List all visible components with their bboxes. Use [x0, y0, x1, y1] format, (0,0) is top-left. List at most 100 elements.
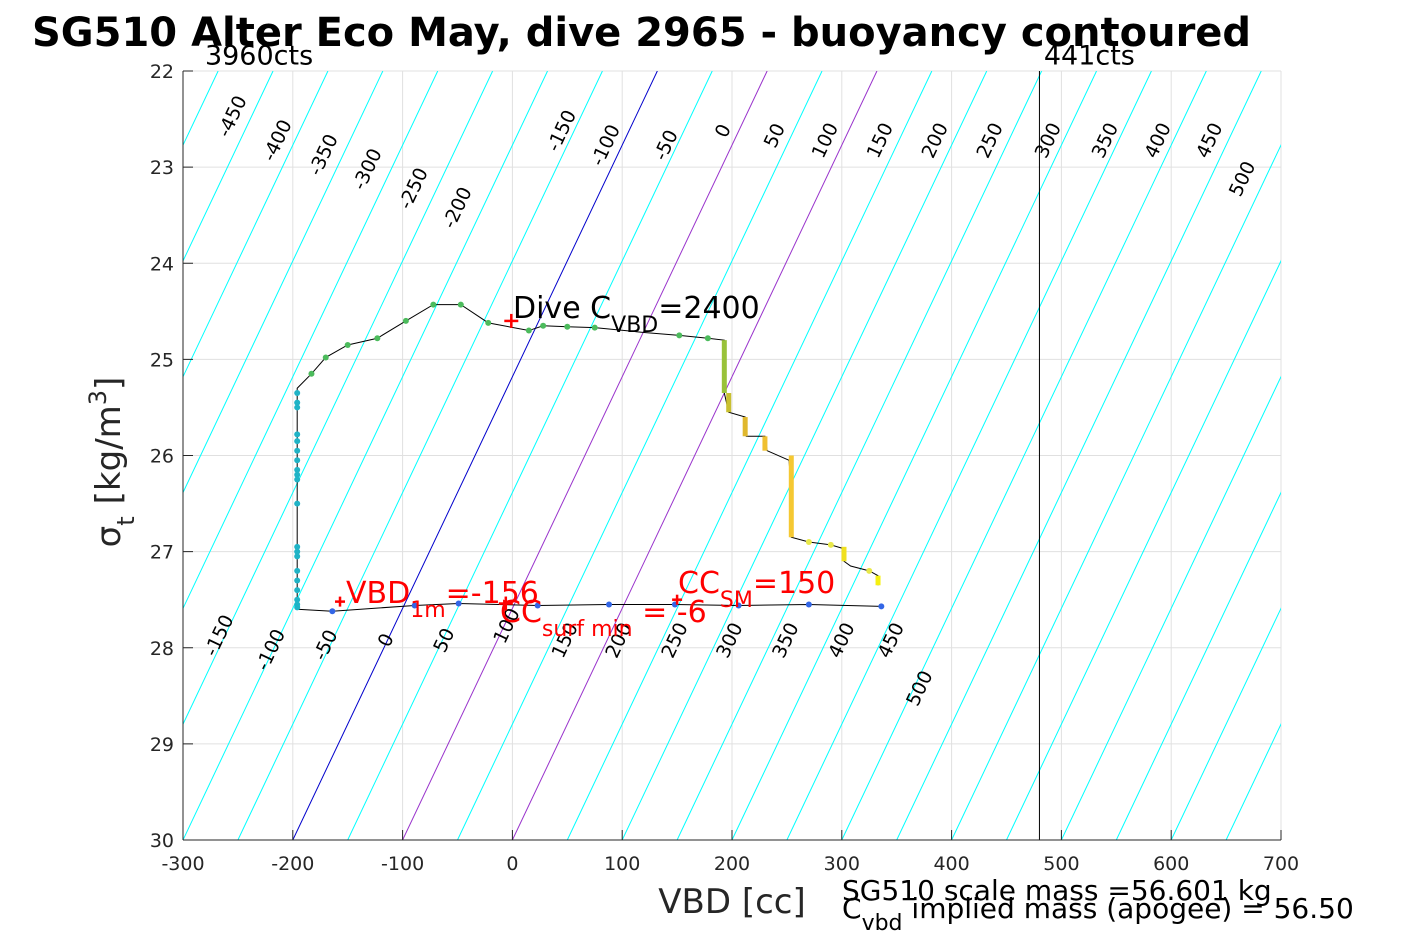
- cc-surf-min-annotation: CCsurf min = -6: [500, 595, 707, 642]
- contour-line: [0, 71, 163, 840]
- y-tick-label: 22: [150, 61, 174, 83]
- x-tick-label: -300: [161, 853, 204, 875]
- y-tick-label: 27: [150, 542, 174, 564]
- data-point: [591, 324, 598, 331]
- data-point: [676, 332, 683, 339]
- plus-marker: [498, 596, 513, 611]
- data-point: [294, 543, 301, 550]
- data-point: [344, 341, 351, 348]
- vbd-1m-annotation: VBD1m=-156: [346, 576, 539, 623]
- data-point: [294, 604, 301, 611]
- data-point: [411, 602, 418, 609]
- contour-line: [1280, 838, 1281, 840]
- x-tick-label: -100: [381, 853, 424, 875]
- y-label-sup: 3: [84, 390, 112, 405]
- y-tick-label: 26: [150, 446, 174, 468]
- data-point: [540, 322, 547, 329]
- data-point: [294, 431, 301, 438]
- plus-markers: [335, 313, 683, 611]
- contour-line: [237, 71, 603, 840]
- y-tick-label: 25: [150, 349, 174, 371]
- dive-cvbd-annotation: Dive CVBD=2400: [513, 291, 760, 338]
- plus-marker: [672, 594, 683, 605]
- y-tick-labels: 22 23 24 25 26 27 28 29 30: [150, 61, 193, 852]
- data-point: [534, 602, 541, 609]
- svg-text:σt[kg/m3]: σt [kg/m3]: [84, 377, 140, 548]
- contour-line: [183, 71, 548, 840]
- x-tick-label: 400: [933, 853, 969, 875]
- x-tick-label: 200: [714, 853, 750, 875]
- data-point: [294, 500, 301, 507]
- x-tick-labels: -300 -200 -100 0 100 200 300 400 500 600 700: [161, 830, 1299, 875]
- data-point: [525, 327, 532, 334]
- y-tick-label: 23: [150, 157, 174, 179]
- x-tick-label: 500: [1043, 853, 1079, 875]
- contour-line: [1115, 491, 1281, 840]
- data-point: [294, 553, 301, 560]
- y-tick-label: 28: [150, 638, 174, 660]
- data-point: [564, 323, 571, 330]
- x-tick-label: -200: [271, 853, 314, 875]
- contour-line: [402, 71, 768, 840]
- data-point: [308, 370, 315, 377]
- data-point: [294, 476, 301, 483]
- data-point: [402, 317, 409, 324]
- data-point: [294, 404, 301, 411]
- dive-trace: [294, 301, 885, 615]
- contour-line: [1170, 607, 1281, 840]
- data-point: [294, 447, 301, 454]
- data-point: [294, 548, 301, 555]
- data-point: [294, 457, 301, 464]
- data-point: [866, 567, 873, 574]
- trace-line-climb: [297, 603, 882, 612]
- y-tick-label: 30: [150, 830, 174, 852]
- contour-line: [566, 71, 933, 840]
- contour-line: [457, 71, 823, 840]
- cc-sm-annotation: CCSM=150: [678, 566, 835, 613]
- chart-title: SG510 Alter Eco May, dive 2965 - buoyanc…: [32, 10, 1251, 56]
- contour-line: [183, 71, 494, 726]
- data-point: [606, 601, 613, 608]
- plus-marker: [335, 596, 346, 607]
- data-point: [294, 390, 301, 397]
- data-point: [457, 301, 464, 308]
- data-point: [322, 354, 329, 361]
- x-tick-label: 100: [604, 853, 640, 875]
- contour-line: [1060, 375, 1281, 840]
- y-label-close: ]: [89, 377, 129, 390]
- contour-line: [511, 71, 878, 840]
- data-point: [294, 471, 301, 478]
- contour-line: [1006, 259, 1281, 840]
- y-label-unit: [kg/m: [89, 405, 129, 504]
- data-point: [294, 596, 301, 603]
- contour-line: [183, 71, 439, 610]
- contour-line: [183, 71, 384, 494]
- x-tick-label: 700: [1263, 853, 1299, 875]
- count-lines: 441cts 3960cts: [205, 40, 1135, 840]
- data-point: [878, 603, 885, 610]
- data-point: [294, 587, 301, 594]
- data-point: [704, 335, 711, 342]
- y-label-symbol: σ: [89, 526, 129, 548]
- contour-line: [621, 71, 988, 840]
- x-tick-label: 600: [1153, 853, 1189, 875]
- y-axis-label: σt [kg/m3]: [84, 377, 140, 548]
- data-point: [805, 601, 812, 608]
- x-tick-label: 300: [824, 853, 860, 875]
- contour-line: [951, 143, 1281, 840]
- count-label: 441cts: [1044, 40, 1135, 71]
- data-point: [294, 577, 301, 584]
- x-axis-label: VBD [cc]: [658, 882, 806, 922]
- data-point: [827, 541, 834, 548]
- y-tick-label: 24: [150, 253, 174, 275]
- contour-line: [896, 71, 1262, 840]
- data-point: [374, 335, 381, 342]
- contour-line: [183, 71, 274, 263]
- plus-marker: [504, 313, 519, 328]
- trace-line-dive: [296, 304, 879, 610]
- data-point: [329, 608, 336, 615]
- data-point: [805, 539, 812, 546]
- scale-mass-text: SG510 scale mass =56.601 kg: [842, 874, 1272, 907]
- contour-line: [731, 71, 1097, 840]
